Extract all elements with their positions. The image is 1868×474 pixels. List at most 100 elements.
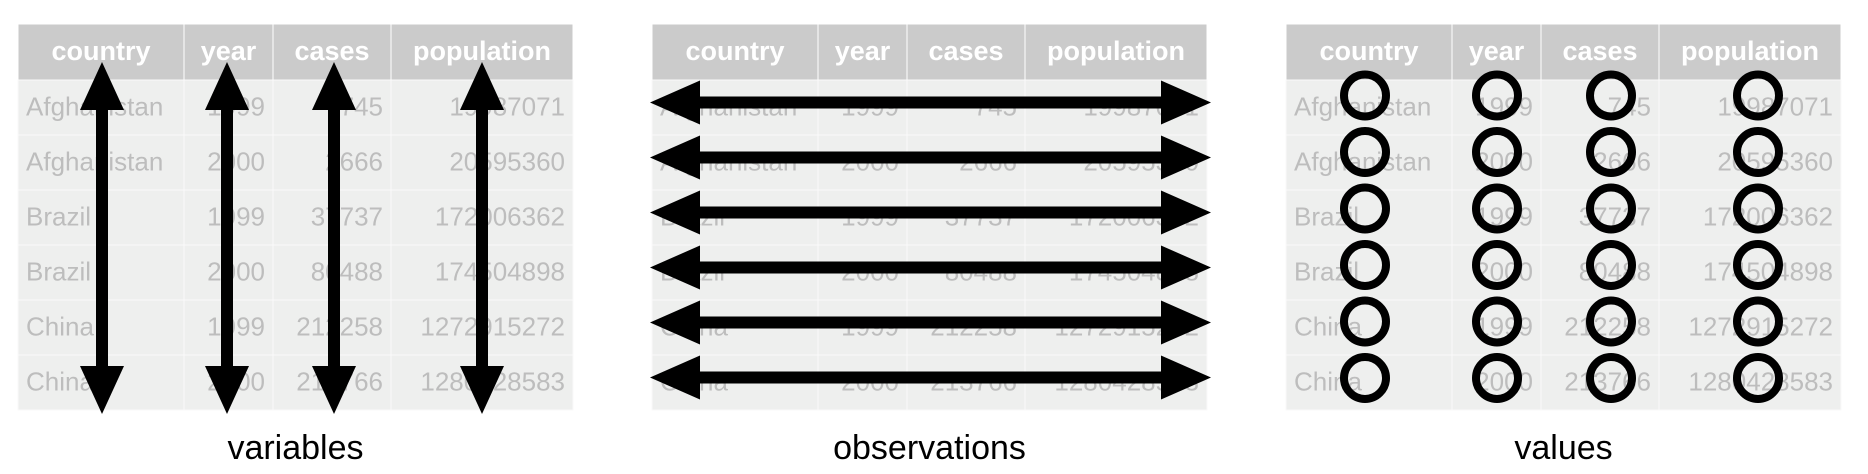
circle-marker	[1733, 183, 1783, 234]
circle-marker	[1472, 127, 1522, 177]
cell-text: 1999	[207, 201, 265, 231]
arrow-head	[80, 62, 124, 110]
header-text: country	[1319, 36, 1418, 66]
cell	[1658, 134, 1842, 191]
cell	[1451, 244, 1542, 301]
circle-marker	[1733, 353, 1783, 403]
caption: observations	[833, 429, 1026, 467]
arrow-head	[650, 80, 700, 125]
cell-text: 20595360	[449, 146, 565, 176]
header-text: year	[1469, 36, 1525, 66]
circle-marker	[1340, 296, 1390, 347]
header-text: cases	[1562, 36, 1637, 66]
circle-marker	[1586, 70, 1636, 121]
circle-marker	[1472, 296, 1522, 347]
header-cell	[817, 23, 908, 81]
header-text: population	[413, 36, 551, 66]
arrow-head	[312, 366, 356, 414]
circle-marker	[1733, 127, 1783, 177]
circle-marker	[1586, 240, 1636, 290]
cell	[1285, 244, 1453, 301]
header-cell	[1024, 23, 1208, 81]
arrow-head	[650, 135, 700, 180]
cell-text: Afghanistan	[26, 146, 163, 176]
circle-marker	[1733, 240, 1783, 290]
header-cell	[1285, 23, 1453, 81]
cell-text: 1272915272	[1688, 311, 1833, 341]
circle-marker	[1586, 296, 1636, 347]
cell	[1540, 134, 1660, 191]
panel: countryyearcasespopulationAfghanistan199…	[650, 23, 1211, 467]
cell	[1540, 79, 1660, 136]
circle-marker	[1586, 183, 1636, 234]
circle-marker	[1340, 70, 1390, 121]
cell	[1658, 79, 1842, 136]
circle-marker	[1340, 353, 1390, 403]
circle-marker	[1340, 240, 1390, 290]
arrow-head	[650, 245, 700, 290]
cell	[1285, 79, 1453, 136]
arrow-head	[1161, 355, 1211, 400]
cell-text: Brazil	[26, 201, 91, 231]
header-cell	[272, 23, 392, 81]
arrow-head	[650, 300, 700, 345]
caption: values	[1514, 429, 1612, 467]
circle-marker	[1472, 353, 1522, 403]
circle-marker	[1340, 127, 1390, 177]
cell-text: Brazil	[26, 256, 91, 286]
arrow-head	[650, 355, 700, 400]
header-text: year	[835, 36, 891, 66]
header-text: country	[51, 36, 150, 66]
circle-marker	[1586, 353, 1636, 403]
cell-text: 2000	[207, 256, 265, 286]
cell-text: 1999	[207, 311, 265, 341]
arrow-head	[312, 62, 356, 110]
arrow-head	[205, 366, 249, 414]
header-text: population	[1681, 36, 1819, 66]
panel: country year cases population Afghanistan 199…	[17, 23, 574, 467]
circle-marker	[1472, 183, 1522, 234]
cell-text: 37737	[311, 201, 383, 231]
cell	[1285, 189, 1453, 246]
caption: variables	[227, 429, 363, 467]
circle-marker	[1733, 70, 1783, 121]
arrow-head	[80, 366, 124, 414]
cell-text: 213766	[1564, 366, 1651, 396]
header-text: country	[685, 36, 784, 66]
arrow-head	[205, 62, 249, 110]
cell-text: 2000	[207, 146, 265, 176]
header-text: cases	[928, 36, 1003, 66]
circle-marker	[1472, 240, 1522, 290]
arrow-head	[1161, 300, 1211, 345]
cell	[1658, 189, 1842, 246]
cell	[1658, 244, 1842, 301]
cell	[1658, 299, 1842, 356]
arrow-head	[1161, 135, 1211, 180]
cell-text: 174504898	[435, 256, 565, 286]
cell-text: 172006362	[435, 201, 565, 231]
cell	[1540, 244, 1660, 301]
cell	[1540, 189, 1660, 246]
arrow-head	[650, 190, 700, 235]
cell	[1540, 299, 1660, 356]
cell-text: China	[26, 311, 94, 341]
header-text: cases	[294, 36, 369, 66]
circle-marker	[1733, 296, 1783, 347]
cell-text: 1272915272	[420, 311, 565, 341]
circle-marker	[1472, 70, 1522, 121]
arrow-head	[460, 366, 504, 414]
cell-text: 212258	[1564, 311, 1651, 341]
circle-marker	[1586, 127, 1636, 177]
arrow-head	[1161, 80, 1211, 125]
cell-text: 1280428583	[1688, 366, 1833, 396]
header-text: year	[201, 36, 257, 66]
arrow-head	[1161, 245, 1211, 290]
arrow-head	[460, 62, 504, 110]
header-cell	[651, 23, 819, 81]
header-text: population	[1047, 36, 1185, 66]
circle-marker	[1340, 183, 1390, 234]
cell-text: 80488	[311, 256, 383, 286]
cell	[1451, 134, 1542, 191]
